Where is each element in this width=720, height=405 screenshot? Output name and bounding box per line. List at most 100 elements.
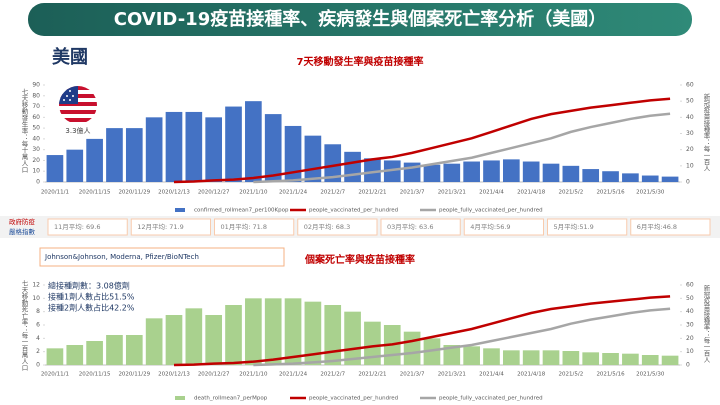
line xyxy=(253,112,671,184)
bar xyxy=(443,345,461,365)
bar xyxy=(602,353,619,365)
y-tick-label: 2 xyxy=(36,348,40,355)
x-tick-label: 2020/11/1 xyxy=(41,190,69,196)
bar xyxy=(661,355,679,365)
flag xyxy=(59,86,97,124)
bar xyxy=(324,305,342,365)
bar xyxy=(364,158,381,182)
y2-tick-label: 50 xyxy=(686,295,694,302)
bar xyxy=(46,348,64,365)
y2-tick-label: 30 xyxy=(686,322,694,329)
y2-tick-label: 10 xyxy=(686,162,694,169)
x-tick-label: 2021/3/7 xyxy=(400,190,425,196)
bar xyxy=(66,149,84,182)
x-tick-label: 2021/5/30 xyxy=(636,372,665,378)
x-tick-label: 2021/4/4 xyxy=(479,190,504,196)
annotation: 總接種劑數：3.08億劑 xyxy=(48,281,130,291)
y-tick-label: 4 xyxy=(36,335,40,342)
bar xyxy=(622,173,639,182)
bar xyxy=(106,335,123,365)
y2-tick-label: 0 xyxy=(686,362,690,369)
y2-tick-label: 0 xyxy=(686,179,690,186)
bar xyxy=(284,298,302,365)
y-tick-label: 60 xyxy=(32,114,40,121)
y-tick-label: 6 xyxy=(36,322,40,329)
legend-label: people_fully_vaccinated_per_hundred xyxy=(439,396,543,402)
header-bar xyxy=(28,3,692,36)
y-tick-label: 50 xyxy=(32,125,40,132)
chart-title: 個案死亡率與疫苗接種率 xyxy=(304,253,415,266)
strip-item: 12月平均: 71.9 xyxy=(137,222,184,231)
bar xyxy=(443,163,461,182)
y-tick-label: 40 xyxy=(32,135,40,142)
y-tick-label: 0 xyxy=(36,362,40,369)
y2-axis-title: 新冠疫苗接種率：每一百人 xyxy=(702,284,710,363)
legend-swatch xyxy=(175,396,185,400)
strip-item: 03月平均: 63.6 xyxy=(387,222,434,231)
header-title: COVID-19疫苗接種率、疾病發生與個案死亡率分析（美國） xyxy=(114,8,606,30)
line xyxy=(173,97,671,184)
bar xyxy=(205,315,223,365)
country-name: 美國 xyxy=(52,46,88,68)
bar xyxy=(165,111,183,182)
strip-item: 01月平均: 71.8 xyxy=(221,222,268,231)
bar xyxy=(542,163,560,182)
x-tick-label: 2021/2/7 xyxy=(320,372,345,378)
x-tick-label: 2021/4/4 xyxy=(479,372,504,378)
line xyxy=(173,295,671,367)
legend-label: death_rollmean7_perMpop xyxy=(194,396,268,402)
bar xyxy=(562,351,580,365)
note-box xyxy=(39,247,285,267)
x-tick-label: 2021/1/24 xyxy=(279,190,308,196)
x-tick-label: 2020/11/1 xyxy=(41,372,69,378)
bar xyxy=(582,169,600,182)
bar xyxy=(245,298,262,365)
strip-item: 5月平均:51.9 xyxy=(554,222,594,231)
bar xyxy=(403,331,421,365)
strip-label: 嚴格指數 xyxy=(9,227,36,236)
y2-axis-title: 新冠疫苗接種率：每一百人 xyxy=(702,92,710,171)
bar xyxy=(264,114,282,182)
bar xyxy=(304,135,322,182)
bar xyxy=(304,301,322,365)
x-tick-label: 2021/5/30 xyxy=(636,190,665,196)
x-tick-label: 2020/11/15 xyxy=(79,190,111,196)
vaccine-note: Johnson&Johnson, Moderna, Pfizer/BioNTec… xyxy=(44,253,199,261)
bar xyxy=(423,164,441,182)
y2-tick-label: 40 xyxy=(686,114,694,121)
strip-cell xyxy=(297,218,378,236)
x-tick-label: 2020/12/13 xyxy=(158,190,190,196)
x-tick-label: 2021/3/7 xyxy=(400,372,425,378)
bar xyxy=(106,128,123,182)
bar xyxy=(185,111,203,182)
x-tick-label: 2021/4/18 xyxy=(517,190,546,196)
bar xyxy=(364,321,381,365)
bar xyxy=(622,353,639,365)
bar xyxy=(602,171,619,182)
strip-cell xyxy=(130,218,211,236)
strip-cell xyxy=(547,218,628,236)
x-tick-label: 2020/11/29 xyxy=(118,372,150,378)
strip-item: 11月平均: 69.6 xyxy=(54,222,101,231)
x-tick-label: 2021/3/21 xyxy=(438,190,466,196)
y-axis-title: 七天移動發生率：每十萬人口 xyxy=(20,87,28,173)
y-tick-label: 70 xyxy=(32,103,40,110)
y2-tick-label: 60 xyxy=(686,82,694,89)
bar xyxy=(284,125,302,182)
y2-tick-label: 30 xyxy=(686,130,694,137)
x-tick-label: 2021/5/2 xyxy=(559,372,584,378)
x-tick-label: 2020/12/27 xyxy=(198,190,230,196)
bar xyxy=(502,159,520,182)
y2-tick-label: 10 xyxy=(686,348,694,355)
x-tick-label: 2020/12/27 xyxy=(198,372,230,378)
bar xyxy=(264,298,282,365)
x-tick-label: 2021/5/16 xyxy=(596,372,625,378)
bar xyxy=(225,106,242,182)
strip-item: 4月平均:56.9 xyxy=(470,222,510,231)
charts: 11月平均: 69.6 12月平均: 71.9 01月平均: 71.8 02月平均: … xyxy=(20,55,711,402)
x-tick-label: 2021/2/21 xyxy=(358,372,386,378)
bar xyxy=(245,101,262,182)
bar xyxy=(125,335,143,365)
bar xyxy=(483,160,500,182)
